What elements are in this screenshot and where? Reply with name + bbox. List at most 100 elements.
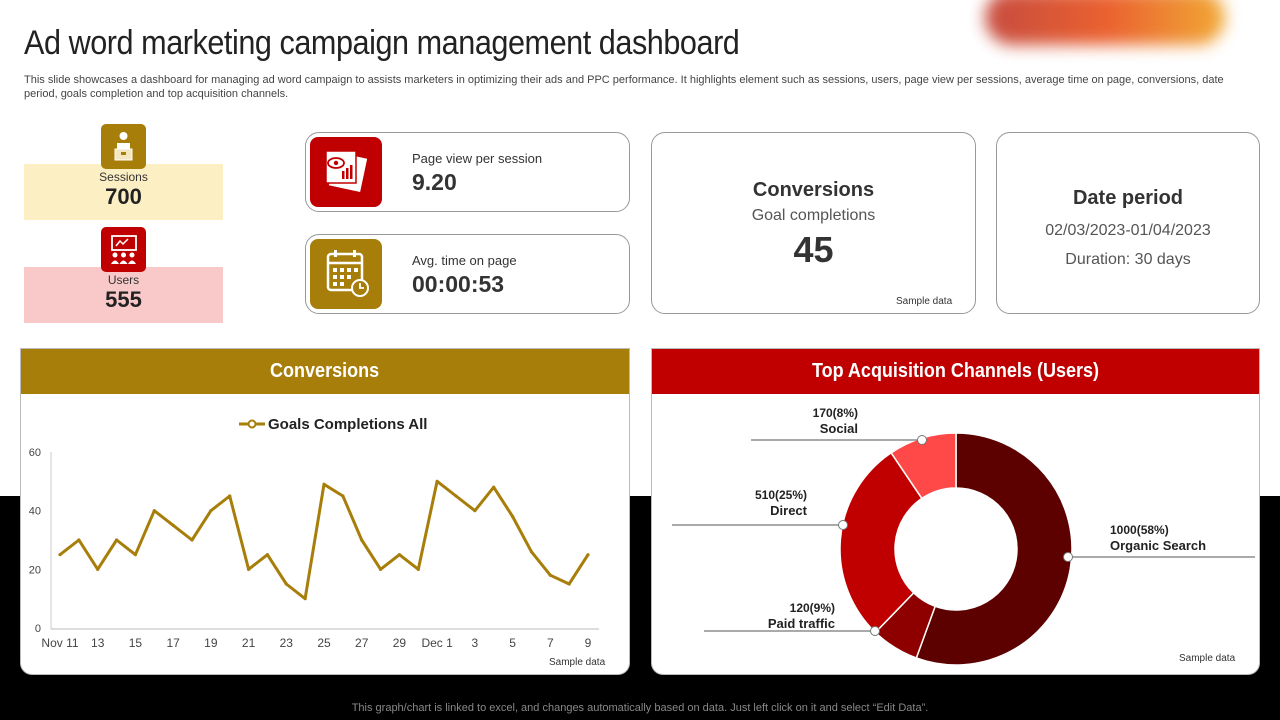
data-point (322, 482, 326, 486)
avg-time-label: Avg. time on page (412, 253, 517, 268)
data-point (492, 485, 496, 489)
callout-marker (838, 520, 848, 530)
decorative-blob (985, 0, 1225, 45)
slice-name-label: Social (820, 421, 858, 436)
data-point (586, 553, 590, 557)
date-period-duration: Duration: 30 days (1065, 251, 1191, 268)
web-analytics-icon (310, 137, 382, 207)
x-tick-label: 15 (129, 636, 143, 650)
date-period-title: Date period (1072, 187, 1184, 209)
slice-value-label: 510(25%) (755, 488, 807, 502)
channels-panel-note: Sample data (1179, 653, 1236, 664)
channels-chart-panel: Top Acquisition Channels (Users) 1000(58… (651, 348, 1260, 675)
sessions-label: Sessions (99, 170, 148, 184)
users-value: 555 (105, 287, 142, 312)
data-point (152, 509, 156, 513)
slice-name-label: Organic Search (1110, 538, 1206, 553)
slice-value-label: 1000(58%) (1110, 523, 1169, 537)
footer-note: This graph/chart is linked to excel, and… (351, 702, 929, 714)
page-view-label: Page view per session (412, 151, 543, 166)
page-view-card: Page view per session 9.20 (305, 132, 630, 212)
conversions-card-title: Conversions (752, 179, 875, 201)
page-title: Ad word marketing campaign management da… (24, 24, 740, 62)
data-point (171, 523, 175, 527)
x-tick-label: 29 (393, 636, 407, 650)
conversions-panel-header: Conversions (21, 349, 629, 394)
y-tick-label: 40 (29, 506, 41, 518)
callout-marker (917, 435, 927, 445)
slice-name-label: Direct (770, 503, 808, 518)
team-presentation-icon (101, 227, 146, 272)
user-presentation-icon (101, 124, 146, 169)
conversions-card-note: Sample data (896, 296, 953, 307)
data-point (284, 582, 288, 586)
channels-panel-header: Top Acquisition Channels (Users) (652, 349, 1259, 394)
legend-series-name: Goals Completions All (268, 416, 427, 433)
data-point (360, 538, 364, 542)
series-line-goals-completions (59, 479, 590, 601)
date-period-range: 02/03/2023-01/04/2023 (1045, 222, 1211, 239)
data-point (567, 582, 571, 586)
x-tick-label: Dec 1 (421, 636, 453, 650)
data-point (190, 538, 194, 542)
x-tick-label: 3 (472, 636, 479, 650)
data-point (473, 509, 477, 513)
date-period-card: Date period 02/03/2023-01/04/2023 Durati… (996, 132, 1260, 314)
data-point (378, 567, 383, 571)
x-tick-label: 13 (91, 636, 105, 650)
data-point (341, 494, 345, 498)
x-tick-label: 23 (280, 636, 294, 650)
line-chart: Goals Completions All 0 20 40 60 Nov 11 13 15… (29, 416, 599, 650)
channels-panel-title: Top Acquisition Channels (Users) (811, 360, 1100, 382)
x-tick-label: 17 (166, 636, 180, 650)
data-point (209, 509, 213, 513)
data-point (548, 573, 552, 577)
data-point (58, 553, 62, 557)
data-point (303, 597, 307, 601)
x-tick-label: Nov 11 (41, 636, 78, 650)
data-point (96, 567, 100, 571)
data-point (510, 514, 515, 519)
conversions-card: Conversions Goal completions 45 Sample d… (651, 132, 976, 314)
legend-marker (247, 419, 257, 429)
donut-slice-organic-search (915, 432, 1073, 666)
slice-value-label: 120(9%) (790, 601, 835, 615)
donut-slice-social (890, 432, 957, 500)
donut-slice-direct (839, 451, 923, 634)
data-point (265, 553, 270, 557)
slice-value-label: 170(8%) (813, 406, 858, 420)
data-point (228, 494, 232, 498)
donut-chart: 1000(58%)Organic Search 120(9%)Paid traff… (672, 406, 1255, 666)
conversions-panel-note: Sample data (549, 657, 606, 668)
sessions-stat: Sessions 700 (24, 164, 223, 220)
users-stat: Users 555 (24, 267, 223, 323)
slice-name-label: Paid traffic (768, 616, 835, 631)
chart-legend: Goals Completions All (239, 416, 427, 433)
x-tick-label: 25 (317, 636, 331, 650)
x-tick-label: 19 (204, 636, 218, 650)
y-tick-label: 60 (29, 447, 41, 459)
data-point (435, 479, 439, 483)
data-point (397, 553, 402, 557)
calendar-clock-icon (310, 239, 382, 309)
data-point (114, 538, 119, 542)
x-tick-label: 9 (585, 636, 592, 650)
conversions-chart-panel: Conversions Goals Completions All 0 20 40 6… (20, 348, 630, 675)
y-tick-label: 20 (29, 564, 41, 576)
x-tick-label: 21 (242, 636, 256, 650)
conversions-card-subtitle: Goal completions (751, 207, 876, 224)
data-point (133, 553, 138, 557)
avg-time-card: Avg. time on page 00:00:53 (305, 234, 630, 314)
users-label: Users (107, 273, 140, 287)
data-point (454, 494, 458, 498)
callout-marker (1063, 552, 1073, 562)
page-view-value: 9.20 (412, 169, 457, 195)
x-tick-label: 7 (547, 636, 554, 650)
y-tick-label: 0 (35, 623, 41, 635)
page-subtitle: This slide showcases a dashboard for man… (24, 74, 1224, 100)
sessions-value: 700 (105, 184, 142, 209)
x-tick-label: 27 (355, 636, 369, 650)
data-point (77, 538, 81, 542)
data-point (416, 567, 420, 571)
data-point (529, 550, 534, 554)
